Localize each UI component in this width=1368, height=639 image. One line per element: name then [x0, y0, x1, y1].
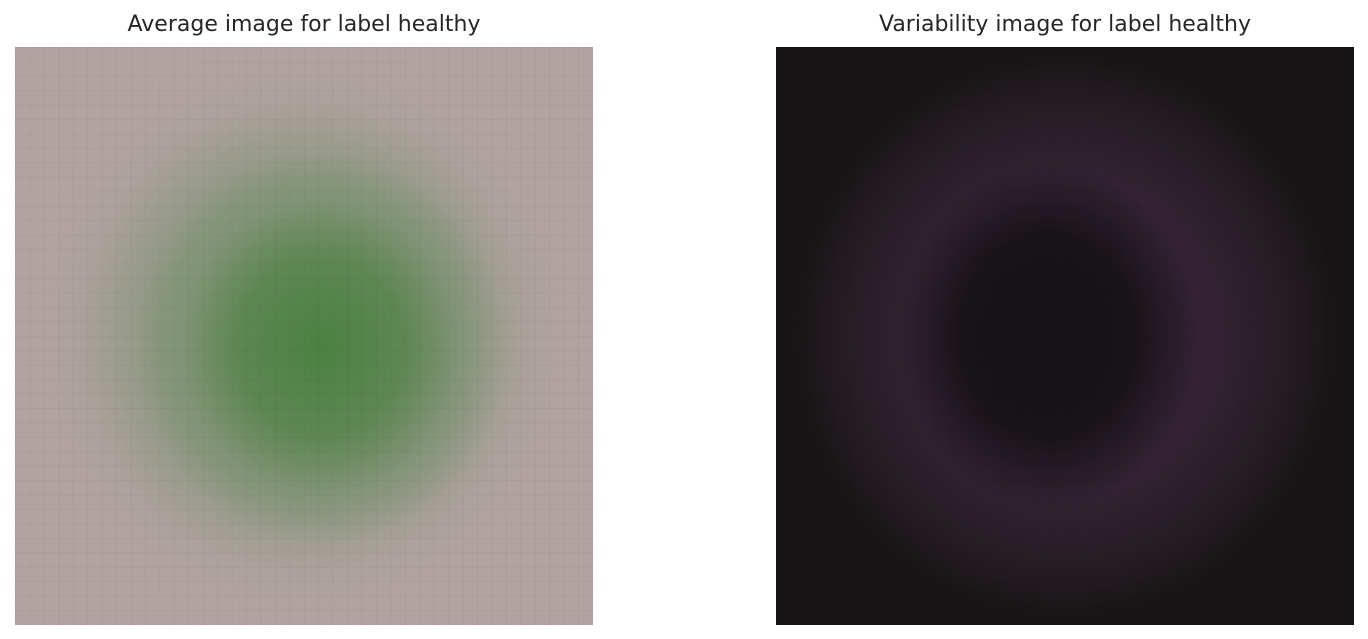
pixel-grid-overlay: [776, 47, 1354, 625]
variability-image: [776, 47, 1354, 625]
variability-image-title: Variability image for label healthy: [878, 12, 1252, 37]
average-image: [15, 47, 593, 625]
pixel-grid-overlay: [15, 47, 593, 625]
average-image-title: Average image for label healthy: [127, 12, 481, 37]
